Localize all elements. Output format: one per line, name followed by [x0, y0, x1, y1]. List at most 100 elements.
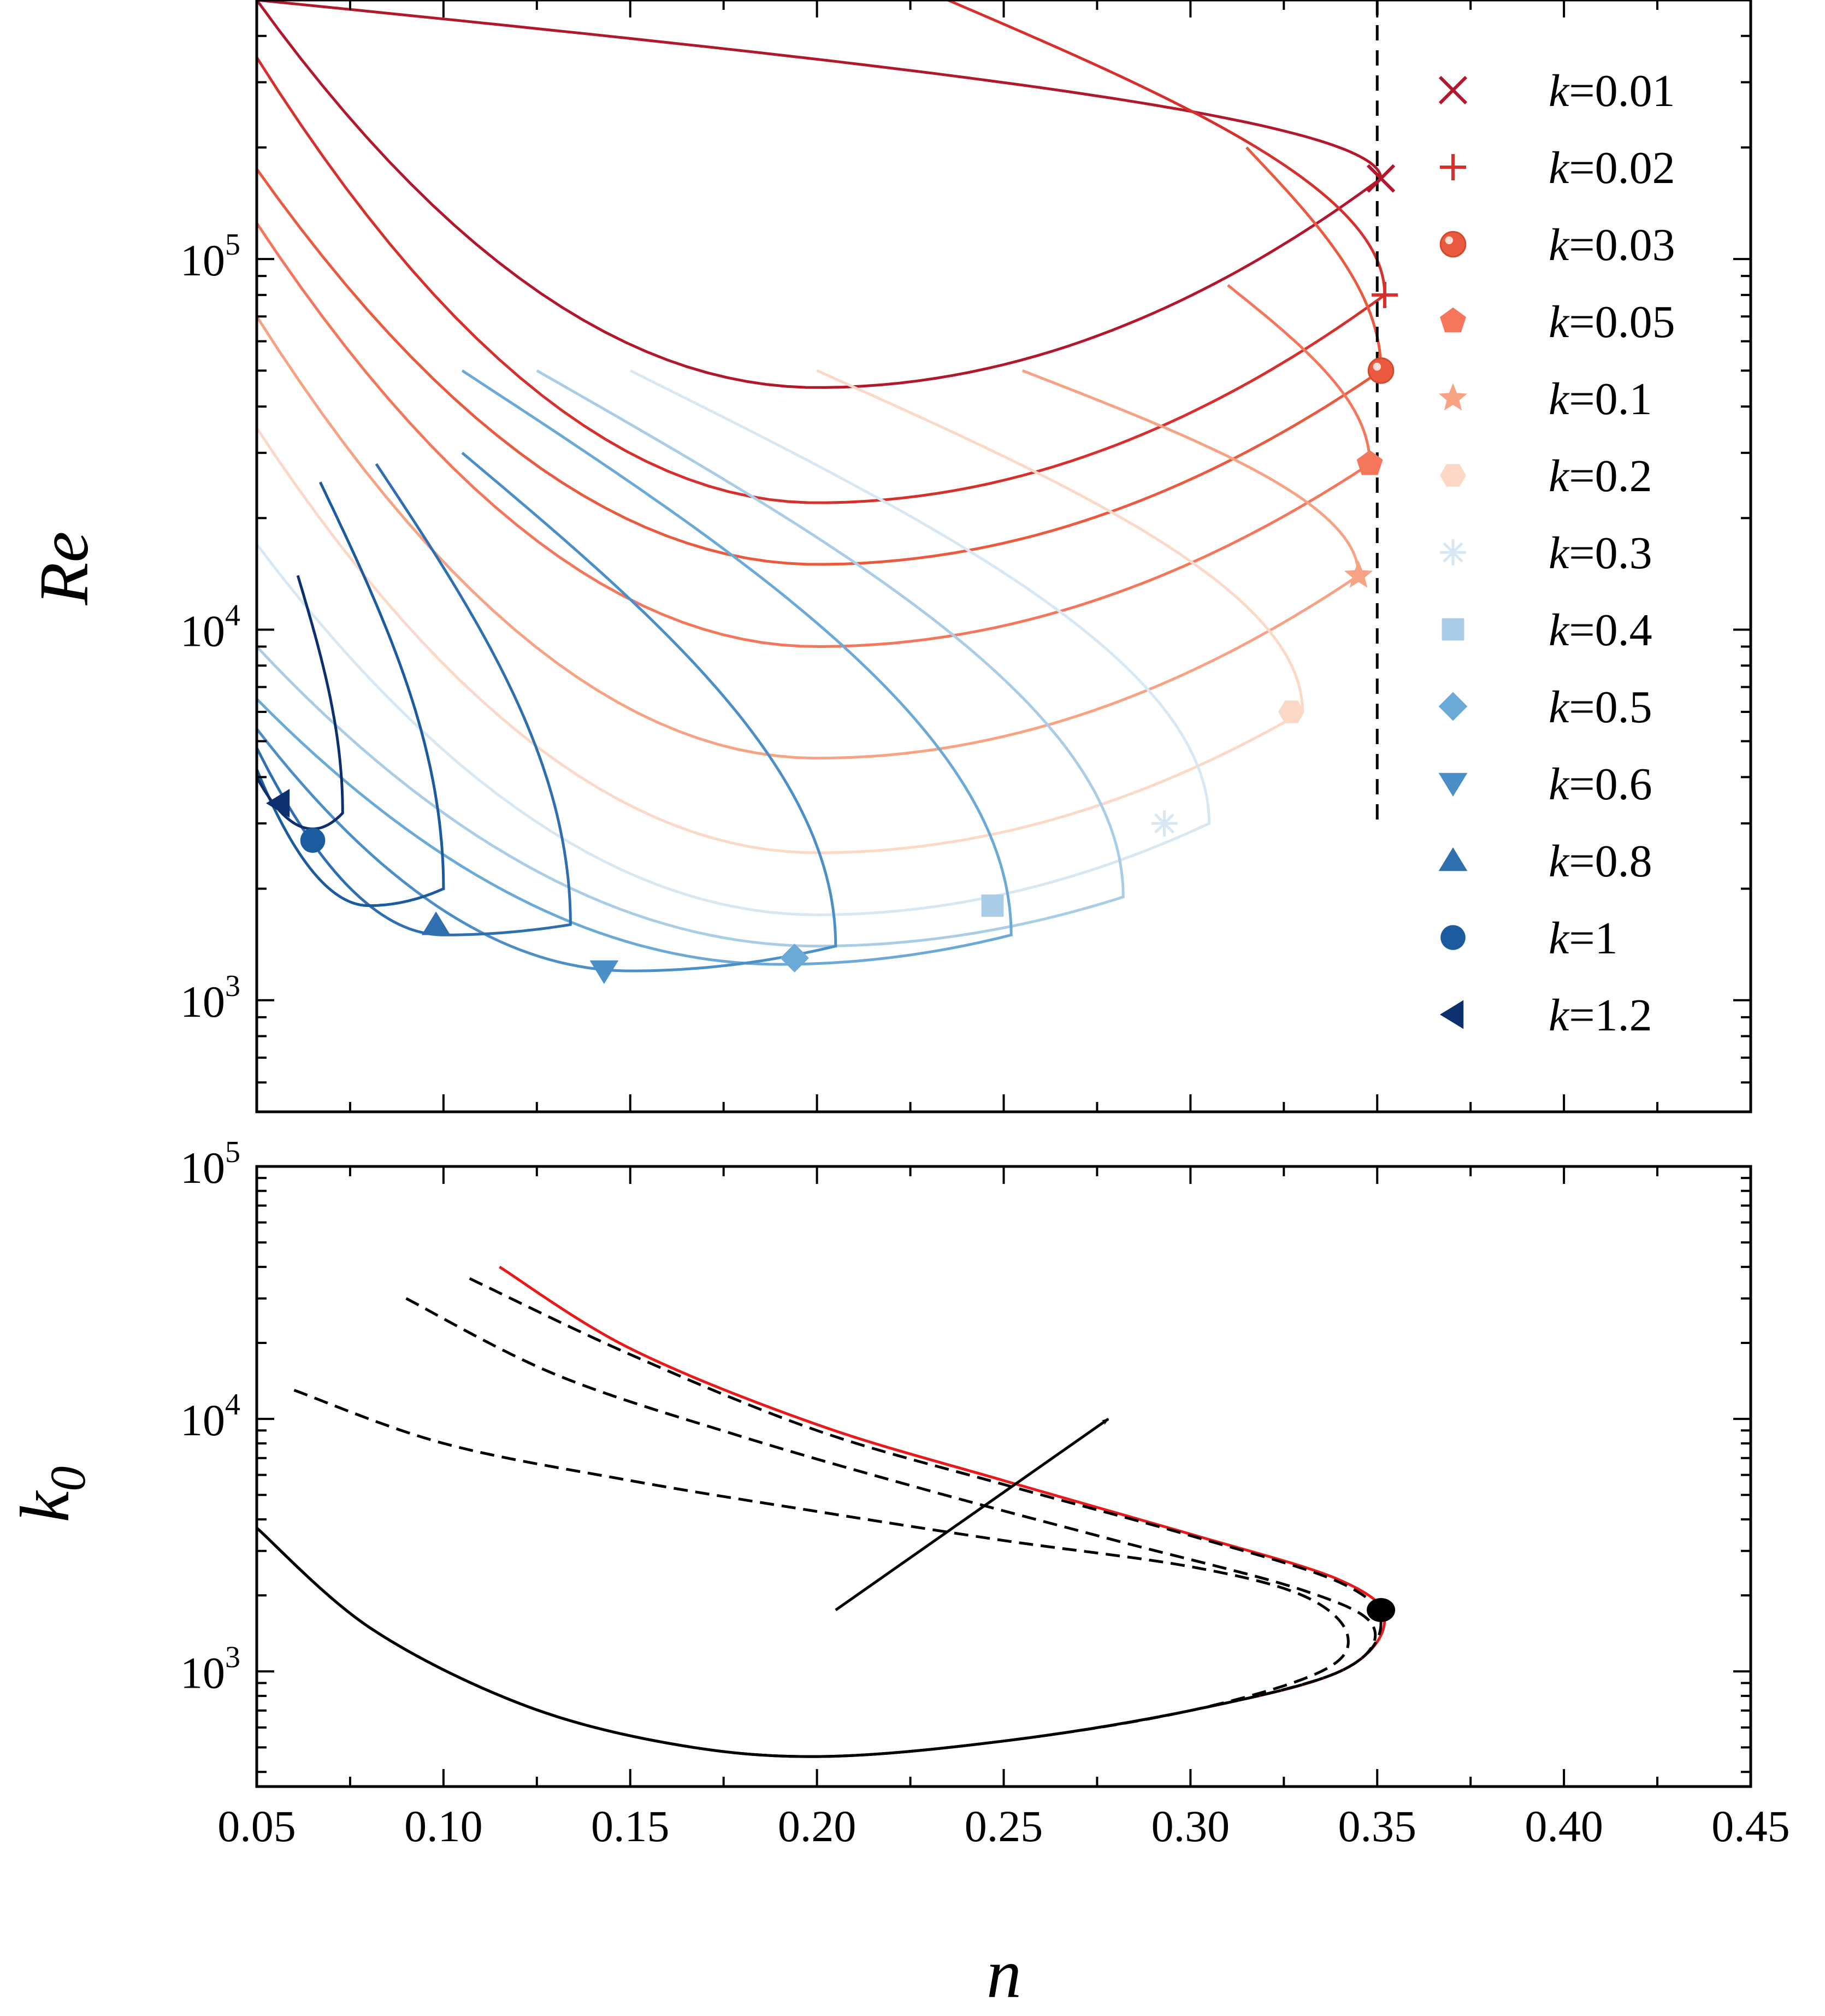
- legend-label-2: k=0.03: [1549, 220, 1675, 270]
- data-marker-k-0.8: [421, 911, 451, 935]
- bottom-curves-group: [257, 1265, 1386, 1758]
- x-tick-labels: 0.05 0.10 0.15 0.20 0.25 0.30 0.35 0.40 0.45: [217, 1801, 1790, 1851]
- legend-label-7: k=0.4: [1549, 605, 1652, 656]
- legend-k-value: =0.3: [1569, 528, 1652, 579]
- x-tick-label: 0.05: [217, 1801, 296, 1851]
- bottom-series-line-0: [257, 1265, 1386, 1758]
- legend-k-value: =0.1: [1569, 374, 1652, 425]
- legend-k-symbol: k: [1549, 374, 1570, 425]
- tick-base: 10: [180, 235, 225, 285]
- bottom-y-tick-label: 105: [180, 1135, 240, 1193]
- top-y-tick-label: 104: [180, 598, 240, 656]
- series-line-k-0.5: [257, 369, 1013, 966]
- series-line-k-0.8: [257, 463, 572, 936]
- legend-label-12: k=1.2: [1549, 990, 1652, 1041]
- bottom-critical-point: [1367, 1598, 1396, 1622]
- legend-label-6: k=0.3: [1549, 528, 1652, 579]
- tick-base: 10: [180, 1648, 225, 1697]
- bottom-y-axis-label: k0: [6, 1466, 96, 1523]
- legend-marker-k-1.2: [1440, 1000, 1464, 1029]
- legend-label-11: k=1: [1549, 913, 1618, 964]
- legend-marker-k-0.3: [1440, 539, 1466, 565]
- legend-k-value: =0.6: [1569, 759, 1652, 810]
- x-tick-label: 0.30: [1151, 1801, 1230, 1851]
- legend-k-symbol: k: [1549, 913, 1570, 964]
- legend-k-value: =0.4: [1569, 605, 1652, 656]
- legend-marker-k-0.02: [1440, 154, 1466, 180]
- top-axis-ticks: [256, 0, 1752, 1113]
- series-line-k-0.6: [257, 451, 837, 972]
- x-tick-label: 0.40: [1525, 1801, 1603, 1851]
- legend-marker-k-0.03-highlight: [1445, 236, 1453, 244]
- data-marker-k-0.4: [981, 894, 1004, 917]
- legend-k-value: =1: [1569, 913, 1617, 964]
- bottom-y-axis-label-sub: 0: [40, 1466, 96, 1492]
- series-line-k-0.2: [257, 369, 1304, 854]
- legend-k-value: =0.2: [1569, 451, 1652, 502]
- tick-exponent: 3: [225, 969, 240, 1003]
- tick-base: 10: [180, 977, 225, 1027]
- legend-marker-k-0.8: [1438, 847, 1468, 871]
- data-marker-k-0.01: [1366, 164, 1396, 193]
- top-y-axis-label: Re: [25, 532, 103, 606]
- bottom-plot-frame: [255, 1165, 1752, 1788]
- legend-k-symbol: k: [1549, 990, 1570, 1041]
- bottom-series-line-2: [257, 1297, 1377, 1758]
- bottom-y-axis-label-main: k: [6, 1490, 84, 1522]
- legend-k-value: =1.2: [1569, 990, 1652, 1041]
- series-line-k-0.01: [257, 0, 1383, 389]
- legend-marker-k-0.03: [1439, 231, 1467, 258]
- legend-marker-k-0.2: [1440, 464, 1466, 487]
- legend-label-8: k=0.5: [1549, 682, 1652, 733]
- legend-k-value: =0.5: [1569, 682, 1652, 733]
- series-line-k-0.4: [257, 369, 1125, 948]
- legend-k-symbol: k: [1549, 297, 1570, 347]
- legend-k-value: =0.03: [1569, 220, 1675, 270]
- top-plot-frame: [255, 0, 1752, 1113]
- legend-label-1: k=0.02: [1549, 143, 1675, 193]
- x-axis-label: n: [987, 1935, 1021, 2012]
- bottom-y-tick-label: 104: [180, 1388, 240, 1445]
- legend-label-10: k=0.8: [1549, 836, 1652, 887]
- tick-base: 10: [180, 1143, 225, 1193]
- x-tick-label: 0.10: [404, 1801, 483, 1851]
- series-line-k-1: [257, 481, 445, 907]
- legend-k-symbol: k: [1549, 836, 1570, 887]
- legend-marker-k-0.01: [1438, 75, 1468, 105]
- bottom-axis-ticks: [256, 1165, 1752, 1787]
- data-marker-k-0.2: [1278, 700, 1304, 723]
- tick-exponent: 3: [225, 1640, 240, 1674]
- tick-base: 10: [180, 1395, 225, 1445]
- bottom-series-line-1: [257, 1277, 1383, 1758]
- legend-k-symbol: k: [1549, 605, 1570, 656]
- legend-k-symbol: k: [1549, 451, 1570, 502]
- legend-k-symbol: k: [1549, 220, 1570, 270]
- legend-k-value: =0.01: [1569, 66, 1675, 116]
- legend-marker-k-0.4: [1442, 618, 1464, 641]
- critical-point-marker: [1367, 1598, 1396, 1622]
- series-line-k-0.05: [257, 222, 1372, 649]
- data-marker-k-0.3: [1151, 810, 1178, 837]
- legend-label-4: k=0.1: [1549, 374, 1652, 425]
- data-marker-k-0.1: [1344, 560, 1373, 588]
- series-line-k-0.1: [257, 315, 1360, 760]
- legend-k-value: =0.05: [1569, 297, 1675, 347]
- legend-marker-k-0.6: [1438, 773, 1468, 797]
- legend-k-value: =0.02: [1569, 143, 1675, 193]
- bottom-series-line-3: [257, 1389, 1350, 1758]
- legend-label-9: k=0.6: [1549, 759, 1652, 810]
- legend-k-symbol: k: [1549, 682, 1570, 733]
- x-tick-label: 0.25: [965, 1801, 1043, 1851]
- data-marker-k-0.5: [780, 944, 809, 972]
- legend-marker-k-0.1: [1438, 383, 1468, 411]
- legend-k-value: =0.8: [1569, 836, 1652, 887]
- tick-exponent: 5: [225, 228, 240, 262]
- series-line-k-0.02: [257, 0, 1386, 504]
- data-marker-k-1.2: [266, 788, 290, 818]
- legend-k-symbol: k: [1549, 66, 1570, 116]
